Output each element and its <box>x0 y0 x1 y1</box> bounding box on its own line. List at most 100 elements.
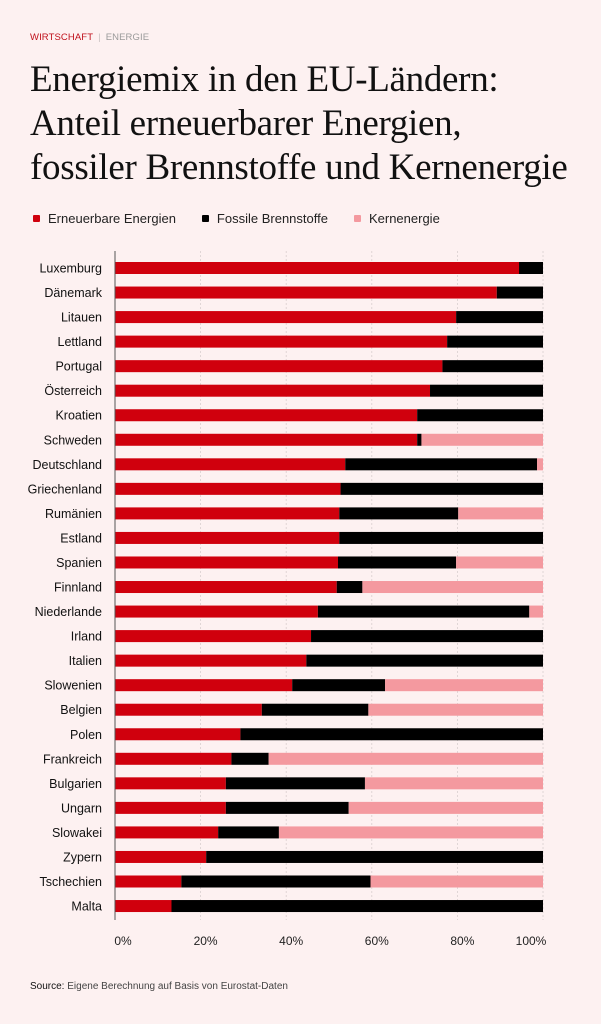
bar-segment-fossil <box>339 507 459 520</box>
bar-segment-nuclear <box>268 752 543 765</box>
y-tick-label: Frankreich <box>43 752 102 766</box>
y-tick-label: Slowenien <box>44 679 102 693</box>
bar-segment-renewable <box>115 875 182 888</box>
x-tick-label: 100% <box>516 934 547 948</box>
bar-segment-nuclear <box>456 556 543 569</box>
chart-title: Energiemix in den EU-Ländern: Anteil ern… <box>30 58 590 190</box>
x-tick-label: 60% <box>365 934 389 948</box>
bar-segment-renewable <box>115 826 219 839</box>
bar-segment-fossil <box>447 335 543 348</box>
bar-group <box>115 752 543 765</box>
y-tick-label: Schweden <box>44 433 102 447</box>
y-tick-label: Estland <box>60 531 102 545</box>
bar-group <box>115 262 543 274</box>
x-tick-label: 80% <box>450 934 474 948</box>
bar-segment-nuclear <box>278 826 543 839</box>
bar-group <box>115 777 543 790</box>
bar-segment-nuclear <box>385 679 543 692</box>
bar-segment-renewable <box>115 605 318 618</box>
bar-segment-renewable <box>115 458 346 471</box>
legend: Erneuerbare Energien Fossile Brennstoffe… <box>33 211 466 226</box>
y-tick-label: Griechenland <box>28 482 102 496</box>
bar-group <box>115 605 543 618</box>
bar-segment-fossil <box>231 752 269 765</box>
bar-segment-renewable <box>115 556 338 569</box>
y-tick-label: Portugal <box>55 360 102 374</box>
title-line-3: fossiler Brennstoffe und Kernenergie <box>30 147 568 188</box>
y-tick-label: Tschechien <box>39 875 102 889</box>
bar-group <box>115 654 543 667</box>
bar-segment-renewable <box>115 728 241 741</box>
bar-segment-fossil <box>206 850 543 863</box>
bar-segment-fossil <box>311 630 543 643</box>
y-tick-label: Deutschland <box>33 458 103 472</box>
bar-segment-nuclear <box>362 581 543 594</box>
bar-group <box>115 630 543 643</box>
bar-segment-fossil <box>181 875 371 888</box>
source-note: Source: Eigene Berechnung auf Basis von … <box>30 981 288 992</box>
bar-segment-fossil <box>336 581 363 594</box>
y-tick-label: Bulgarien <box>49 777 102 791</box>
bar-segment-renewable <box>115 433 418 446</box>
bar-segment-renewable <box>115 286 497 299</box>
bar-segment-fossil <box>225 801 349 814</box>
bar-group <box>115 850 543 863</box>
bar-segment-fossil <box>442 360 543 373</box>
bar-segment-fossil <box>225 777 365 790</box>
y-tick-label: Kroatien <box>55 409 102 423</box>
x-axis-ticks: 0% 20% 40% 60% 80% 100% <box>114 934 546 948</box>
y-tick-label: Belgien <box>60 703 102 717</box>
legend-label-nuclear: Kernenergie <box>368 211 440 226</box>
bar-group <box>115 409 543 422</box>
bar-segment-fossil <box>240 728 544 741</box>
bar-segment-fossil <box>340 482 543 495</box>
kicker: WIRTSCHAFT | ENERGIE <box>30 32 149 43</box>
y-tick-label: Italien <box>69 654 102 668</box>
legend-item-renewable: Erneuerbare Energien <box>33 211 176 226</box>
bar-segment-renewable <box>115 801 226 814</box>
source-label: Source: <box>30 981 65 992</box>
x-tick-label: 0% <box>114 934 132 948</box>
y-tick-label: Slowakei <box>52 826 102 840</box>
bar-segment-nuclear <box>529 605 543 618</box>
y-axis-labels: Luxemburg Dänemark Litauen Lettland Portugal… <box>28 262 103 914</box>
bar-segment-nuclear <box>370 875 543 888</box>
bar-segment-fossil <box>261 703 369 716</box>
bar-segment-renewable <box>115 752 232 765</box>
y-tick-label: Dänemark <box>44 286 102 300</box>
bar-group <box>115 482 543 495</box>
bar-segment-nuclear <box>458 507 543 520</box>
bar-group <box>115 531 543 544</box>
bar-segment-renewable <box>115 630 312 643</box>
y-tick-label: Österreich <box>44 384 102 398</box>
kicker-section[interactable]: WIRTSCHAFT <box>30 32 94 43</box>
bar-segment-renewable <box>115 777 226 790</box>
bar-segment-renewable <box>115 360 443 373</box>
bar-group <box>115 384 543 397</box>
bar-group <box>115 900 543 913</box>
bars <box>115 262 544 913</box>
bar-group <box>115 826 543 839</box>
bar-segment-renewable <box>115 384 431 397</box>
legend-item-nuclear: Kernenergie <box>353 211 440 226</box>
bar-group <box>115 728 544 741</box>
bar-segment-nuclear <box>537 458 543 471</box>
y-tick-label: Ungarn <box>61 801 102 815</box>
kicker-subsection[interactable]: ENERGIE <box>105 32 150 43</box>
bar-segment-nuclear <box>364 777 543 790</box>
bar-group <box>115 679 543 692</box>
bar-group <box>115 286 543 299</box>
bar-segment-renewable <box>115 507 340 520</box>
bar-segment-renewable <box>115 531 340 544</box>
stacked-bar-chart: Luxemburg Dänemark Litauen Lettland Portugal… <box>28 251 547 948</box>
bar-segment-fossil <box>292 679 386 692</box>
bar-segment-fossil <box>218 826 279 839</box>
bar-segment-renewable <box>115 482 341 495</box>
bar-segment-fossil <box>456 311 543 324</box>
bar-segment-renewable <box>115 900 172 913</box>
bar-segment-renewable <box>115 850 207 863</box>
bar-segment-renewable <box>115 581 337 594</box>
legend-label-renewable: Erneuerbare Energien <box>48 211 176 226</box>
x-tick-label: 40% <box>279 934 303 948</box>
bar-segment-renewable <box>115 262 520 274</box>
